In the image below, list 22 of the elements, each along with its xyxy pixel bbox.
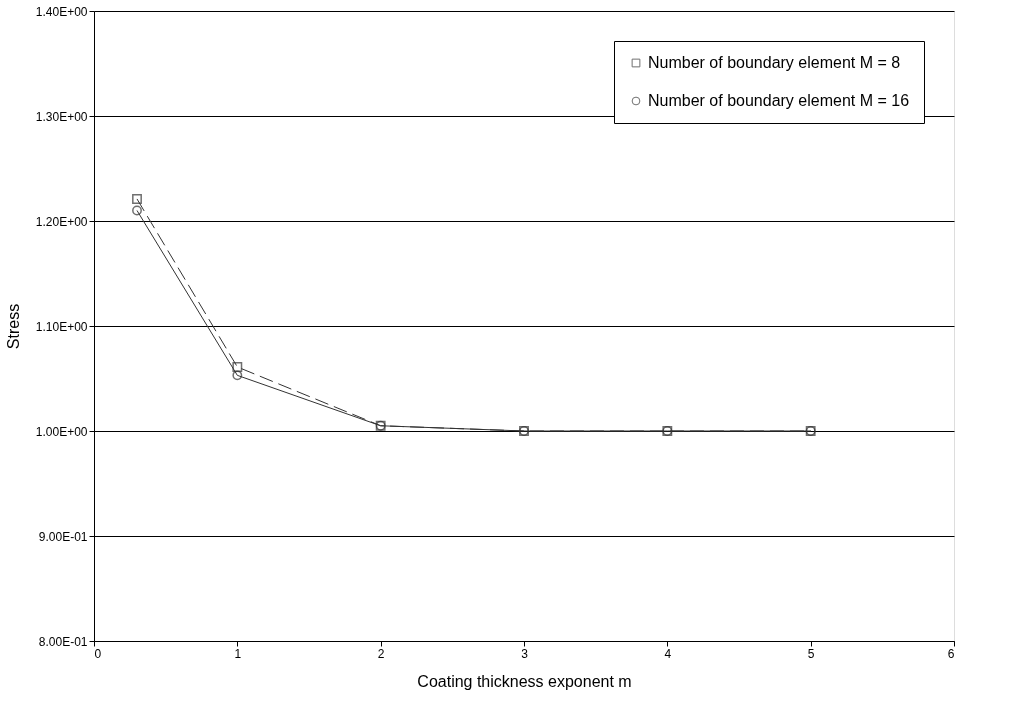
x-tick-label: 6 — [947, 646, 955, 661]
legend-label: Number of boundary element M = 16 — [648, 92, 910, 109]
legend-label: Number of boundary element M = 8 — [648, 54, 901, 71]
x-tick-label: 3 — [521, 646, 529, 661]
y-axis-title: Stress — [4, 303, 22, 350]
y-tick-label: 8.00E-01 — [38, 634, 88, 649]
point — [232, 370, 243, 381]
y-tick-label: 1.20E+00 — [35, 214, 88, 229]
x-tick-label: 2 — [377, 646, 385, 661]
point — [232, 362, 243, 372]
x-tick-label: 0 — [94, 646, 102, 661]
y-tick-label: 1.40E+00 — [35, 4, 88, 19]
y-tick-label: 1.00E+00 — [35, 424, 88, 439]
x-axis-title: Coating thickness exponent m — [417, 672, 632, 690]
point — [132, 194, 142, 204]
x-tick-label: 1 — [234, 646, 242, 661]
x-tick-label: 5 — [807, 646, 815, 661]
y-tick-label: 1.10E+00 — [35, 319, 88, 334]
y-tick-label: 1.30E+00 — [35, 109, 88, 124]
x-tick-label: 4 — [664, 646, 672, 661]
y-tick-label: 9.00E-01 — [38, 529, 88, 544]
point — [132, 205, 142, 216]
